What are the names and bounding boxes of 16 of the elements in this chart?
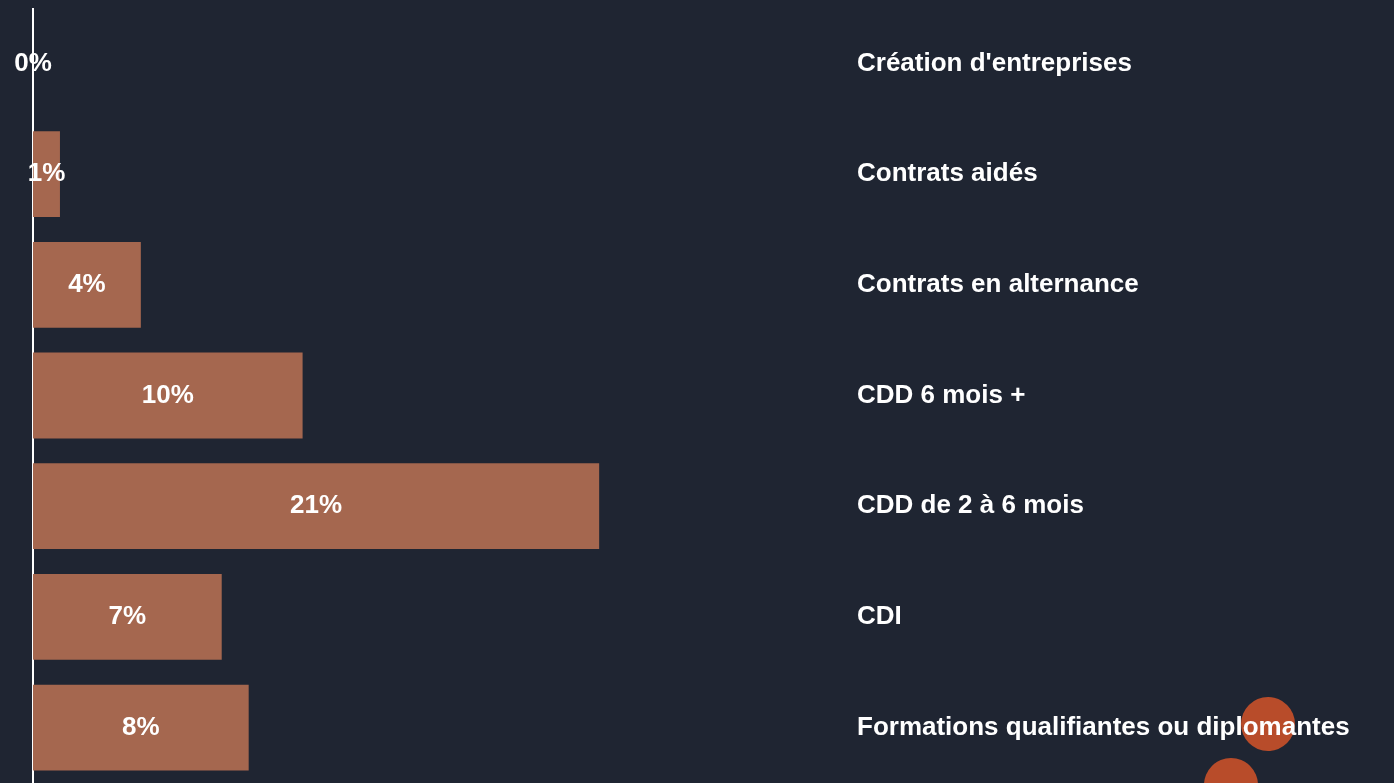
data-label: 7% [108,600,147,631]
y-tick-label: Contrats aidés [857,157,1038,188]
bar [33,574,222,660]
y-tick-label: CDD de 2 à 6 mois [857,489,1084,520]
data-label: 10% [141,378,194,409]
data-label: 21% [290,489,343,520]
bar [33,352,303,439]
data-label: 4% [68,267,106,298]
bar [33,463,600,550]
y-tick-label: CDI [857,600,902,631]
data-label: 8% [122,710,160,741]
y-tick-label: Contrats en alternance [857,267,1139,298]
y-tick-label: Création d'entreprises [857,46,1132,77]
bar [33,241,141,328]
y-tick-label: CDD 6 mois + [857,378,1026,409]
bar [33,684,249,771]
